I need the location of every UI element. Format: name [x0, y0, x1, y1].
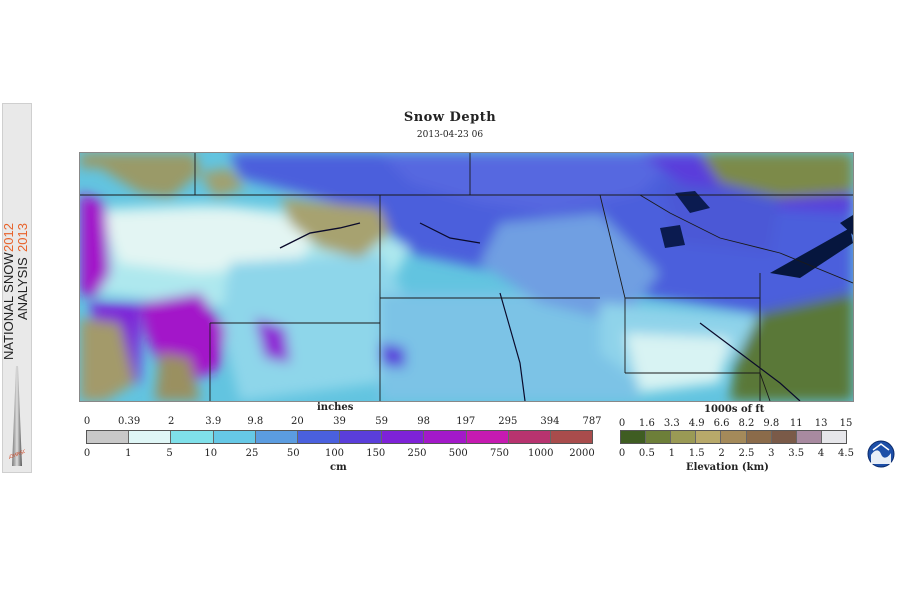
km-label: 4.5: [838, 448, 854, 459]
snow-depth-swatch: [129, 431, 172, 443]
elevation-swatch: [671, 431, 697, 443]
elevation-swatch: [746, 431, 772, 443]
snow-depth-swatch: [87, 431, 130, 443]
feet-label: 6.6: [713, 418, 730, 429]
snow-depth-swatch: [382, 431, 425, 443]
snow-depth-swatch: [297, 431, 341, 443]
inches-label: 3.9: [205, 416, 222, 427]
snow-cover-layer: [80, 153, 853, 401]
elevation-swatch: [621, 431, 647, 443]
missouri-river: [279, 222, 361, 249]
feet-label: 13: [814, 418, 828, 429]
snow-depth-swatch: [340, 431, 383, 443]
km-label: 1.5: [688, 448, 705, 459]
inches-label: 787: [582, 416, 602, 427]
lake-of-the-woods: [675, 191, 710, 213]
banner-subtitle: ANALYSIS: [15, 257, 30, 320]
km-label: 2: [718, 448, 725, 459]
banner-year-1: 2012: [2, 223, 16, 252]
river-segment: [499, 292, 526, 401]
inches-label: 0: [83, 416, 91, 427]
inches-label: 394: [540, 416, 560, 427]
noaa-logo-icon: [867, 440, 895, 468]
inches-label: 197: [456, 416, 476, 427]
elevation-swatch: [696, 431, 722, 443]
side-banner: NATIONAL SNOW 2012 ANALYSIS 2013 NOHRSC: [2, 103, 32, 473]
snow-depth-swatch: [424, 431, 467, 443]
km-label: 0: [618, 448, 626, 459]
snow-depth-swatch: [466, 431, 509, 443]
elevation-swatch: [646, 431, 672, 443]
feet-label: 15: [839, 418, 853, 429]
cm-unit: cm: [330, 462, 347, 473]
elevation-swatch: [821, 431, 846, 443]
inches-label: 98: [417, 416, 431, 427]
inches-label: 59: [375, 416, 388, 427]
cm-label: 100: [324, 448, 345, 459]
cm-label: 750: [489, 448, 510, 459]
banner-title: NATIONAL SNOW: [2, 252, 16, 360]
banner-year-2: 2013: [15, 223, 30, 252]
inches-label: 39: [333, 416, 346, 427]
cm-label: 1: [125, 448, 132, 459]
cm-label: 500: [448, 448, 468, 459]
km-label: 3.5: [788, 448, 805, 459]
cm-label: 10: [204, 448, 218, 459]
feet-label: 9.8: [763, 418, 780, 429]
cm-label: 250: [407, 448, 427, 459]
feet-label: 3.3: [663, 418, 680, 429]
km-label: 3: [768, 448, 775, 459]
feet-unit: 1000s of ft: [704, 404, 765, 415]
inches-label: 0.39: [117, 416, 141, 427]
banner-text: NATIONAL SNOW 2012 ANALYSIS 2013: [2, 223, 30, 360]
inches-label: 295: [498, 416, 518, 427]
km-label: 2.5: [738, 448, 755, 459]
snow-depth-map: [79, 152, 854, 402]
elevation-swatch: [796, 431, 822, 443]
snow-depth-colorbar: [86, 430, 593, 444]
elevation-colorbar: [620, 430, 847, 444]
feet-label: 0: [618, 418, 626, 429]
inches-unit: inches: [317, 402, 354, 413]
cm-label: 1000: [528, 448, 554, 459]
snow-depth-swatch: [213, 431, 256, 443]
red-lake: [660, 225, 685, 248]
inches-label: 9.8: [247, 416, 264, 427]
lake-superior: [770, 228, 853, 278]
cm-label: 5: [166, 448, 173, 459]
map-title: Snow Depth: [403, 110, 497, 125]
elevation-swatch: [721, 431, 747, 443]
snow-depth-swatch: [550, 431, 593, 443]
snow-depth-swatch: [255, 431, 298, 443]
feet-label: 8.2: [738, 418, 755, 429]
snow-depth-swatch: [171, 431, 214, 443]
map-date: 2013-04-23 06: [416, 130, 484, 140]
feet-label: 1.6: [638, 418, 655, 429]
km-label: 1: [668, 448, 675, 459]
snow-depth-swatch: [508, 431, 551, 443]
river-segment: [419, 222, 481, 244]
inches-label: 2: [167, 416, 175, 427]
inches-label: 20: [291, 416, 304, 427]
tower-image: NOHRSC: [9, 366, 25, 466]
km-label: 4: [817, 448, 825, 459]
km-label: 0.5: [638, 448, 655, 459]
cm-label: 2000: [569, 448, 595, 459]
cm-label: 0: [83, 448, 91, 459]
cm-label: 50: [286, 448, 300, 459]
feet-label: 4.9: [688, 418, 705, 429]
cm-label: 25: [245, 448, 259, 459]
km-unit: Elevation (km): [686, 462, 769, 473]
cm-label: 150: [366, 448, 386, 459]
elevation-swatch: [771, 431, 797, 443]
borders: [80, 153, 853, 401]
lake-superior-east: [840, 215, 853, 235]
feet-label: 11: [789, 418, 803, 429]
